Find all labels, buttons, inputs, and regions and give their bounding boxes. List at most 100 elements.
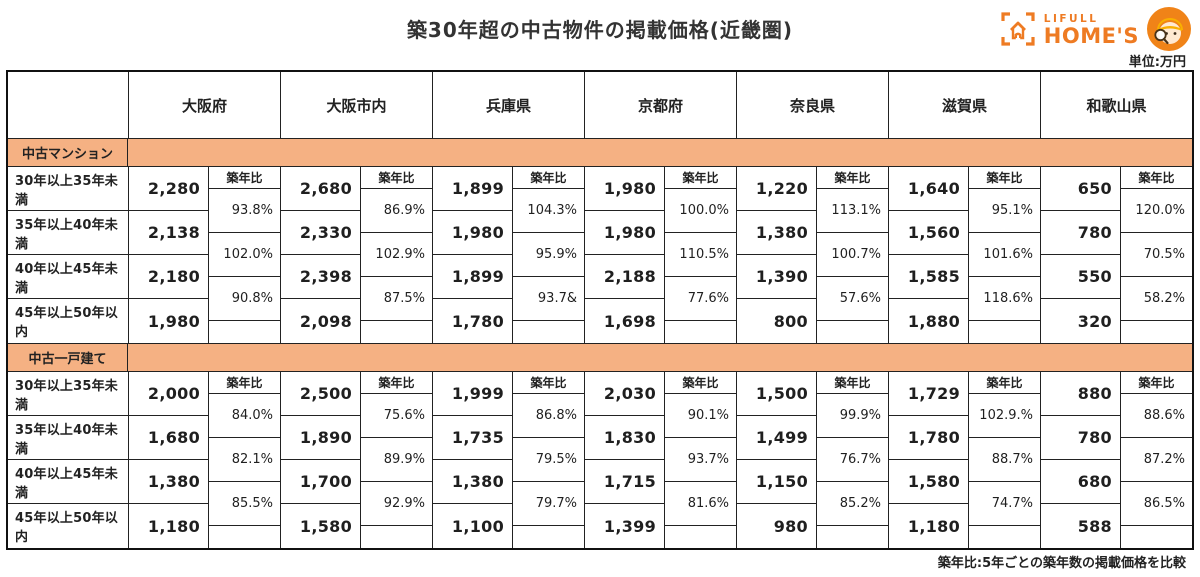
price-value: 320 xyxy=(1077,311,1112,331)
mascot-icon xyxy=(1146,6,1192,56)
ratio-header: 築年比 xyxy=(361,372,432,394)
ratio-column: 築年比 113.1% 100.7% 57.6% xyxy=(816,167,888,343)
ratio-value: 100.0% xyxy=(665,189,736,233)
price-value: 1,399 xyxy=(603,516,656,536)
brand-homes-label: HOME'S xyxy=(1043,24,1139,49)
ratio-value: 99.9% xyxy=(817,394,888,438)
ratio-value: 57.6% xyxy=(817,277,888,321)
price-column: 880 780 680 588 xyxy=(1040,372,1120,548)
ratio-value: 93.7& xyxy=(513,277,584,321)
ratio-column: 築年比 102.9.% 88.7% 74.7% xyxy=(968,372,1040,548)
price-column: 650 780 550 320 xyxy=(1040,167,1120,343)
ratio-value: 88.7% xyxy=(969,438,1040,482)
section-body: 30年以上35年未満 35年以上40年未満 40年以上45年未満 45年以上50年以内… xyxy=(8,372,1192,548)
price-value: 2,180 xyxy=(129,255,208,299)
ratio-value: 95.1% xyxy=(969,189,1040,233)
price-value: 2,138 xyxy=(129,211,208,255)
ratio-value: 87.2% xyxy=(1121,438,1192,482)
price-value: 980 xyxy=(773,516,808,536)
ratio-value: 81.6% xyxy=(665,482,736,526)
price-table: 大阪府 大阪市内 兵庫県 京都府 奈良県 滋賀県 和歌山県 中古マンション 30年以上35年未… xyxy=(6,70,1194,550)
ratio-value: 79.7% xyxy=(513,482,584,526)
ratio-header: 築年比 xyxy=(209,372,280,394)
ratio-value: 70.5% xyxy=(1121,233,1192,277)
ratio-empty-cell xyxy=(817,321,888,343)
price-column: 2,000 1,680 1,380 1,180 xyxy=(128,372,208,548)
price-column: 1,899 1,980 1,899 1,780 xyxy=(432,167,512,343)
price-value: 2,398 xyxy=(281,255,360,299)
unit-label: 単位:万円 xyxy=(1128,55,1186,70)
price-value: 2,500 xyxy=(281,372,360,416)
ratio-column: 築年比 95.1% 101.6% 118.6% xyxy=(968,167,1040,343)
table-sections: 中古マンション 30年以上35年未満 35年以上40年未満 40年以上45年未満 45年… xyxy=(8,138,1192,548)
price-column: 2,280 2,138 2,180 1,980 xyxy=(128,167,208,343)
age-row-label: 30年以上35年未満 xyxy=(8,372,128,416)
ratio-empty-cell xyxy=(665,526,736,548)
ratio-column: 築年比 75.6% 89.9% 92.9% xyxy=(360,372,432,548)
ratio-value: 102.0% xyxy=(209,233,280,277)
ratio-value: 86.8% xyxy=(513,394,584,438)
ratio-value: 104.3% xyxy=(513,189,584,233)
brand-wordmark: LIFULL HOME'S xyxy=(1043,14,1139,49)
ratio-header: 築年比 xyxy=(665,372,736,394)
ratio-value: 74.7% xyxy=(969,482,1040,526)
price-value: 550 xyxy=(1041,255,1120,299)
prefecture-header: 大阪府 xyxy=(128,72,280,138)
price-value: 588 xyxy=(1077,516,1112,536)
prefecture-header-row: 大阪府 大阪市内 兵庫県 京都府 奈良県 滋賀県 和歌山県 xyxy=(8,72,1192,138)
price-value: 2,330 xyxy=(281,211,360,255)
ratio-value: 102.9.% xyxy=(969,394,1040,438)
ratio-header: 築年比 xyxy=(361,167,432,189)
price-column: 1,220 1,380 1,390 800 xyxy=(736,167,816,343)
age-row-label: 35年以上40年未満 xyxy=(8,211,128,255)
section-band-fill xyxy=(128,139,1192,166)
ratio-column: 築年比 93.8% 102.0% 90.8% xyxy=(208,167,280,343)
price-value: 1,500 xyxy=(737,372,816,416)
price-value: 1,390 xyxy=(737,255,816,299)
price-value: 1,830 xyxy=(585,416,664,460)
age-row-label: 40年以上45年未満 xyxy=(8,255,128,299)
ratio-value: 92.9% xyxy=(361,482,432,526)
price-value: 800 xyxy=(773,311,808,331)
price-value: 1,980 xyxy=(147,311,200,331)
price-column: 2,500 1,890 1,700 1,580 xyxy=(280,372,360,548)
ratio-value: 95.9% xyxy=(513,233,584,277)
price-value: 1,150 xyxy=(737,460,816,504)
ratio-value: 88.6% xyxy=(1121,394,1192,438)
price-value: 1,880 xyxy=(907,311,960,331)
page-title: 築30年超の中古物件の掲載価格(近畿圏) xyxy=(406,18,794,42)
section-band-fill xyxy=(128,344,1192,371)
ratio-column: 築年比 99.9% 76.7% 85.2% xyxy=(816,372,888,548)
ratio-value: 93.7% xyxy=(665,438,736,482)
ratio-empty-cell xyxy=(969,321,1040,343)
ratio-empty-cell xyxy=(1121,321,1192,343)
price-value: 1,380 xyxy=(737,211,816,255)
age-row-label: 35年以上40年未満 xyxy=(8,416,128,460)
house-brackets-icon xyxy=(999,10,1037,52)
ratio-value: 58.2% xyxy=(1121,277,1192,321)
price-value: 1,780 xyxy=(889,416,968,460)
age-row-label: 45年以上50年以内 xyxy=(15,511,118,545)
ratio-header: 築年比 xyxy=(969,372,1040,394)
ratio-value: 76.7% xyxy=(817,438,888,482)
section-band: 中古マンション xyxy=(8,138,1192,167)
section-body: 30年以上35年未満 35年以上40年未満 40年以上45年未満 45年以上50年以内… xyxy=(8,167,1192,343)
ratio-column: 築年比 100.0% 110.5% 77.6% xyxy=(664,167,736,343)
ratio-header: 築年比 xyxy=(1121,167,1192,189)
price-value: 880 xyxy=(1041,372,1120,416)
ratio-empty-cell xyxy=(513,321,584,343)
price-value: 1,980 xyxy=(433,211,512,255)
ratio-column: 築年比 120.0% 70.5% 58.2% xyxy=(1120,167,1192,343)
prefecture-header: 京都府 xyxy=(584,72,736,138)
price-value: 2,188 xyxy=(585,255,664,299)
price-value: 1,580 xyxy=(299,516,352,536)
price-value: 1,890 xyxy=(281,416,360,460)
ratio-value: 86.9% xyxy=(361,189,432,233)
price-value: 650 xyxy=(1041,167,1120,211)
lifull-homes-logo: LIFULL HOME'S xyxy=(999,6,1192,56)
ratio-header: 築年比 xyxy=(817,372,888,394)
price-column: 2,030 1,830 1,715 1,399 xyxy=(584,372,664,548)
age-label-column: 30年以上35年未満 35年以上40年未満 40年以上45年未満 45年以上50年以内 xyxy=(8,372,128,548)
ratio-empty-cell xyxy=(665,321,736,343)
